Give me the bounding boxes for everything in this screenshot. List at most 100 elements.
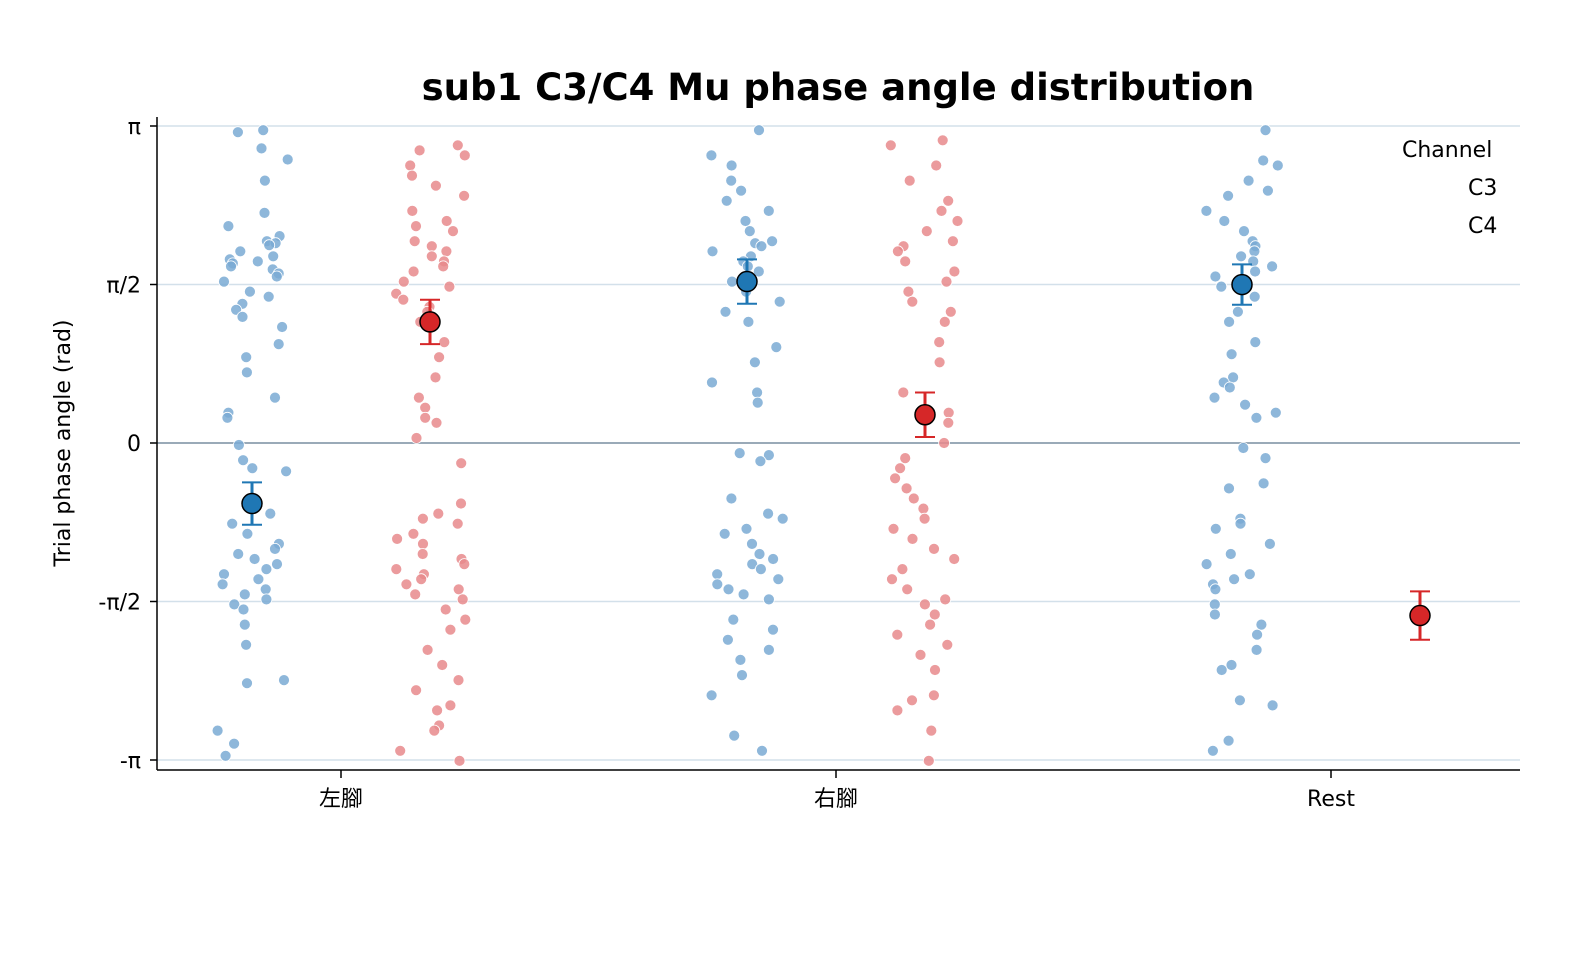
trial-point-c3: [1249, 265, 1261, 278]
y-tick-label: -π/2: [98, 591, 141, 616]
trial-point-c4: [429, 371, 442, 384]
trial-point-c4: [452, 583, 465, 596]
trial-point-c4: [930, 159, 943, 172]
legend-entry-c4: C4: [1468, 214, 1497, 239]
trial-point-c4: [432, 507, 445, 520]
trial-point-c3: [728, 729, 741, 742]
trial-point-c4: [925, 724, 938, 737]
trial-point-c3: [752, 265, 765, 278]
mean-marker-c3: [1231, 273, 1253, 296]
trial-point-c3: [260, 593, 273, 606]
trial-point-c3: [222, 220, 235, 233]
trial-point-c3: [736, 669, 748, 681]
trial-point-c3: [1218, 215, 1231, 227]
trial-point-c3: [746, 538, 758, 550]
trial-point-c3: [267, 250, 280, 263]
trial-point-c4: [948, 553, 961, 565]
trial-point-c3: [272, 338, 285, 351]
trial-point-c3: [1257, 477, 1270, 490]
trial-point-c3: [232, 439, 245, 451]
trial-point-c3: [218, 568, 230, 581]
trial-point-c4: [947, 235, 959, 248]
trial-point-c3: [211, 724, 224, 737]
trial-point-c4: [906, 533, 919, 545]
trial-point-c3: [269, 391, 281, 404]
mean-marker-c3: [736, 270, 758, 293]
trial-point-c4: [903, 174, 916, 187]
trial-point-c3: [241, 527, 254, 540]
trial-point-c4: [933, 356, 946, 369]
trial-point-c4: [902, 285, 915, 298]
trial-point-c4: [410, 432, 423, 444]
trial-point-c4: [942, 194, 955, 207]
trial-point-c3: [733, 447, 746, 460]
trial-point-c4: [451, 139, 464, 152]
trial-point-c4: [444, 623, 457, 636]
trial-point-c3: [234, 245, 247, 258]
trial-point-c3: [269, 543, 281, 555]
trial-point-c3: [1248, 290, 1261, 303]
trial-point-c3: [262, 290, 275, 303]
trial-point-c3: [763, 449, 775, 462]
trial-point-c4: [404, 159, 417, 172]
trial-point-c4: [948, 265, 961, 278]
trial-point-c4: [408, 235, 421, 248]
trial-point-c4: [409, 588, 422, 601]
trial-point-c4: [928, 608, 941, 621]
y-tick-label: π: [128, 115, 141, 140]
trial-point-c4: [935, 204, 948, 217]
trial-point-c3: [219, 749, 232, 762]
trial-point-c3: [711, 568, 724, 581]
mean-marker-c3: [241, 492, 263, 515]
trial-point-c4: [430, 416, 443, 429]
trial-point-c3: [259, 583, 272, 596]
trial-point-c3: [225, 260, 237, 273]
trial-point-c3: [1266, 699, 1279, 712]
trial-point-c3: [705, 689, 718, 702]
trial-point-c4: [933, 336, 946, 349]
trial-point-c3: [1259, 124, 1272, 137]
trial-point-c4: [390, 563, 403, 575]
trial-point-c4: [406, 169, 418, 182]
trial-point-c4: [906, 295, 919, 308]
trial-point-c3: [280, 465, 293, 478]
trial-point-c3: [1234, 694, 1246, 707]
trial-point-c4: [436, 659, 449, 671]
trial-point-c3: [1225, 659, 1238, 671]
trial-point-c3: [1259, 452, 1272, 465]
trial-point-c4: [894, 462, 906, 475]
trial-point-c3: [1200, 204, 1213, 217]
x-tick-label: 左腳: [319, 787, 363, 812]
trial-point-c4: [907, 492, 920, 505]
trial-point-c4: [407, 527, 420, 540]
trial-point-c3: [755, 563, 767, 575]
trial-point-c3: [264, 507, 277, 520]
trial-point-c3: [263, 239, 276, 252]
trial-point-c4: [944, 305, 957, 318]
trial-point-c4: [899, 452, 912, 465]
trial-point-c3: [1255, 618, 1268, 631]
trial-point-c4: [924, 618, 936, 631]
trial-point-c3: [281, 153, 294, 166]
trial-point-c3: [241, 677, 253, 690]
trial-point-c3: [722, 633, 734, 646]
trial-point-c3: [1250, 644, 1263, 656]
trial-point-c4: [917, 502, 930, 515]
trial-point-c4: [906, 694, 918, 707]
trial-point-c4: [419, 401, 432, 414]
trial-point-c3: [1250, 411, 1263, 424]
trial-point-c4: [900, 482, 913, 495]
trial-point-c4: [458, 189, 471, 202]
trial-point-c4: [922, 754, 935, 767]
trial-point-c3: [1234, 517, 1247, 530]
trial-point-c3: [237, 603, 250, 616]
trial-point-c3: [236, 310, 249, 323]
trial-point-c3: [1264, 538, 1276, 550]
trial-point-c4: [437, 260, 450, 273]
trial-point-c4: [458, 558, 471, 570]
trial-point-c3: [1237, 442, 1250, 454]
trial-point-c3: [1225, 348, 1238, 361]
trial-point-c4: [394, 744, 407, 757]
trial-point-c4: [413, 144, 426, 157]
trial-point-c4: [892, 245, 904, 258]
